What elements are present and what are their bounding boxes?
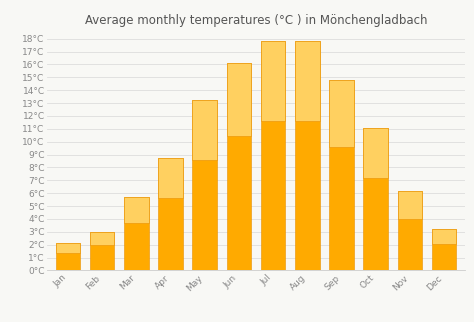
Bar: [192, 100, 217, 160]
Title: Average monthly temperatures (°C ) in Mönchengladbach: Average monthly temperatures (°C ) in Mö…: [85, 14, 427, 27]
Bar: [398, 191, 422, 219]
Bar: [398, 191, 422, 270]
Bar: [55, 243, 80, 270]
Bar: [124, 197, 149, 270]
Bar: [227, 63, 251, 270]
Bar: [90, 232, 114, 270]
Bar: [124, 197, 149, 223]
Bar: [158, 158, 183, 198]
Bar: [261, 41, 285, 121]
Bar: [432, 229, 456, 244]
Bar: [90, 232, 114, 245]
Bar: [432, 229, 456, 270]
Bar: [329, 80, 354, 147]
Bar: [55, 243, 80, 253]
Bar: [295, 41, 319, 121]
Bar: [192, 100, 217, 270]
Bar: [329, 80, 354, 270]
Bar: [261, 41, 285, 270]
Bar: [363, 128, 388, 270]
Bar: [363, 128, 388, 177]
Bar: [158, 158, 183, 270]
Bar: [295, 41, 319, 270]
Bar: [227, 63, 251, 136]
